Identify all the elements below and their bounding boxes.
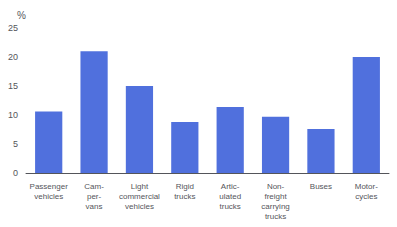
svg-text:5: 5 — [13, 139, 18, 149]
svg-text:carrying: carrying — [261, 202, 289, 211]
svg-text:Non-: Non- — [267, 182, 285, 191]
svg-text:Artic-: Artic- — [221, 182, 240, 191]
svg-text:Passenger: Passenger — [30, 182, 69, 191]
svg-text:0: 0 — [13, 168, 18, 178]
svg-text:freight: freight — [264, 192, 287, 201]
svg-text:15: 15 — [8, 81, 18, 91]
svg-text:%: % — [17, 10, 26, 21]
svg-text:10: 10 — [8, 110, 18, 120]
svg-text:ulated: ulated — [219, 192, 241, 201]
svg-text:cycles: cycles — [355, 192, 377, 201]
svg-text:Rigid: Rigid — [176, 182, 194, 191]
svg-text:Cam-: Cam- — [84, 182, 104, 191]
svg-text:vans: vans — [86, 202, 103, 211]
svg-text:trucks: trucks — [174, 192, 195, 201]
svg-text:trucks: trucks — [265, 212, 286, 221]
svg-text:per-: per- — [87, 192, 102, 201]
svg-text:vehicles: vehicles — [125, 202, 154, 211]
svg-text:20: 20 — [8, 52, 18, 62]
svg-text:vehicles: vehicles — [34, 192, 63, 201]
svg-text:Buses: Buses — [310, 182, 332, 191]
svg-text:trucks: trucks — [220, 202, 241, 211]
svg-text:commercial: commercial — [119, 192, 160, 201]
svg-text:Light: Light — [131, 182, 149, 191]
svg-text:Motor-: Motor- — [355, 182, 378, 191]
svg-text:25: 25 — [8, 23, 18, 33]
